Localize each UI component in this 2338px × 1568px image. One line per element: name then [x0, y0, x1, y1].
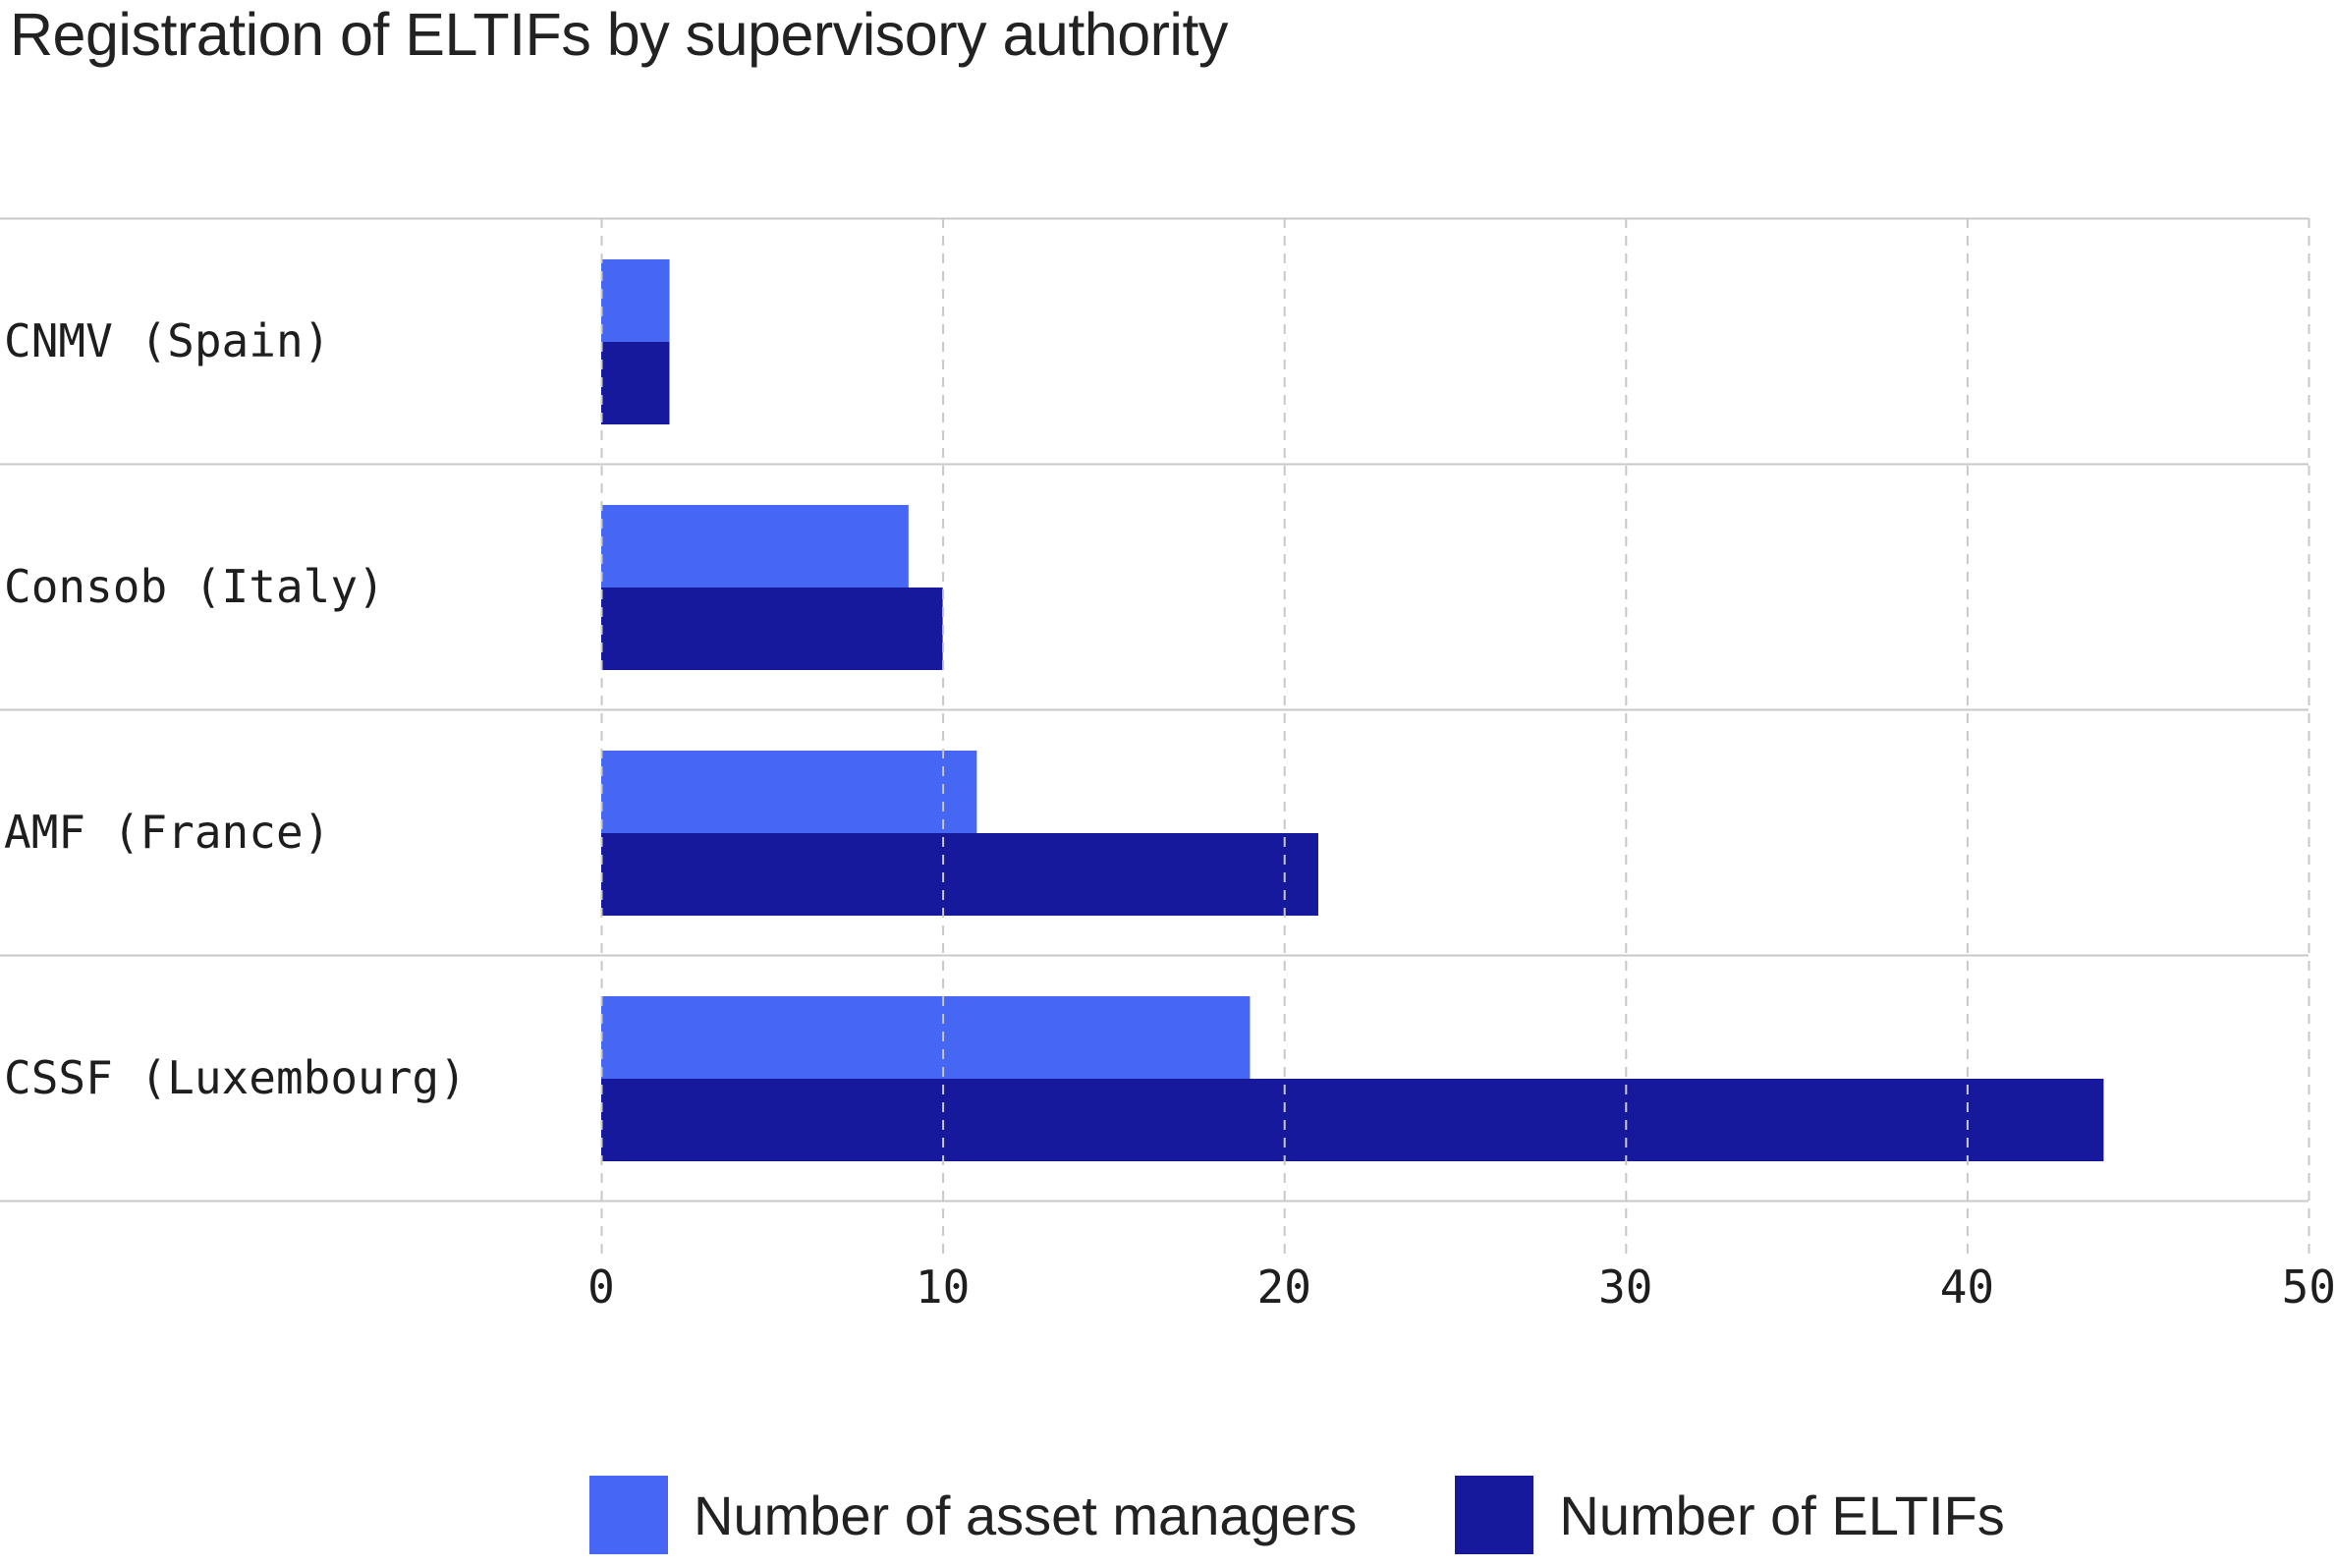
category-label: Consob (Italy): [4, 560, 385, 613]
category-labels: CNMV (Spain) Consob (Italy) AMF (France) CS…: [4, 314, 467, 1104]
bars: [601, 259, 2104, 1161]
x-tick-label: 40: [1940, 1260, 1994, 1314]
bar-eltifs: [601, 342, 670, 424]
bar-eltifs: [601, 588, 943, 670]
bar-eltifs: [601, 833, 1318, 916]
legend-swatch-eltifs: [1455, 1476, 1534, 1554]
x-tick-label: 30: [1598, 1260, 1652, 1314]
legend-item-eltifs: Number of ELTIFs: [1455, 1476, 2005, 1554]
x-tick-labels: 0 10 20 30 40 50: [587, 1260, 2336, 1314]
bar-asset-managers: [601, 996, 1251, 1079]
bar-chart: CNMV (Spain) Consob (Italy) AMF (France) CS…: [0, 217, 2336, 1314]
category-label: CSSF (Luxembourg): [4, 1051, 467, 1104]
legend-swatch-asset-managers: [589, 1476, 668, 1554]
x-tick-label: 50: [2282, 1260, 2336, 1314]
chart-title: Registration of ELTIFs by supervisory au…: [10, 1, 1228, 68]
legend-label-asset-managers: Number of asset managers: [694, 1484, 1358, 1546]
x-tick-label: 0: [587, 1260, 615, 1314]
x-tick-label: 10: [916, 1260, 970, 1314]
legend: Number of asset managers Number of ELTIF…: [589, 1476, 2103, 1554]
legend-item-asset-managers: Number of asset managers: [589, 1476, 1357, 1554]
bar-asset-managers: [601, 259, 670, 342]
bar-asset-managers: [601, 505, 909, 588]
vertical-gridlines: [600, 218, 2310, 1255]
bar-eltifs: [601, 1079, 2104, 1161]
category-label: AMF (France): [4, 806, 330, 859]
bar-asset-managers: [601, 751, 977, 833]
legend-label-eltifs: Number of ELTIFs: [1559, 1484, 2005, 1546]
category-label: CNMV (Spain): [4, 314, 330, 367]
row-separators: [0, 217, 2309, 1203]
x-tick-label: 20: [1257, 1260, 1311, 1314]
